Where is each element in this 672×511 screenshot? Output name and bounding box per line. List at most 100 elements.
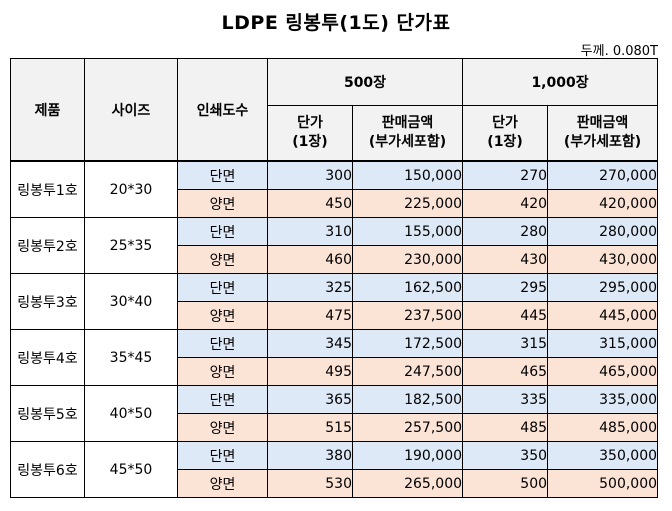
unit-price-1000: 280 xyxy=(462,217,549,246)
product-name: 링봉투6호 xyxy=(10,441,85,498)
unit-price-1000: 500 xyxy=(462,469,549,498)
product-size: 30*40 xyxy=(84,273,178,330)
header-unit-price-label: 단가 xyxy=(297,115,323,131)
sale-amount-1000: 500,000 xyxy=(547,469,659,498)
sale-amount-500: 172,500 xyxy=(351,329,464,358)
header-qty-1000: 1,000장 xyxy=(462,58,659,106)
product-name: 링봉투1호 xyxy=(10,160,85,218)
unit-price-500: 450 xyxy=(267,189,353,218)
sale-amount-500: 237,500 xyxy=(351,301,464,330)
sale-amount-500: 155,000 xyxy=(351,217,464,246)
header-unit-price-note: (1장) xyxy=(487,134,523,150)
product-name: 링봉투3호 xyxy=(10,273,85,330)
print-side: 양면 xyxy=(177,245,268,274)
sale-amount-1000: 420,000 xyxy=(547,189,659,218)
unit-price-500: 460 xyxy=(267,245,353,274)
unit-price-500: 345 xyxy=(267,329,353,358)
unit-price-500: 300 xyxy=(267,160,353,190)
table-row: 양면 450 225,000 420 420,000 xyxy=(11,189,659,218)
print-side: 양면 xyxy=(177,469,268,498)
product-name: 링봉투5호 xyxy=(10,385,85,442)
sale-amount-1000: 270,000 xyxy=(547,160,659,190)
unit-price-1000: 430 xyxy=(462,245,549,274)
print-side: 양면 xyxy=(177,189,268,218)
unit-price-1000: 465 xyxy=(462,357,549,386)
sale-amount-500: 247,500 xyxy=(351,357,464,386)
print-side: 단면 xyxy=(177,441,268,470)
unit-price-500: 495 xyxy=(267,357,353,386)
table-row: 링봉투4호 35*45 단면 345 172,500 315 315,000 xyxy=(10,329,659,386)
unit-price-1000: 420 xyxy=(462,189,549,218)
sale-amount-1000: 280,000 xyxy=(547,217,659,246)
header-unit-price-1000: 단가 (1장) xyxy=(462,105,549,162)
unit-price-500: 475 xyxy=(267,301,353,330)
product-name: 링봉투2호 xyxy=(10,217,85,274)
table-row: 양면 475 237,500 445 445,000 xyxy=(11,301,659,330)
table-row: 양면 515 257,500 485 485,000 xyxy=(11,413,659,442)
unit-price-1000: 295 xyxy=(462,273,549,302)
table-row: 양면 460 230,000 430 430,000 xyxy=(11,245,659,274)
sale-amount-500: 150,000 xyxy=(351,160,464,190)
print-side: 양면 xyxy=(177,301,268,330)
header-print-count: 인쇄도수 xyxy=(177,58,268,162)
header-unit-price-label: 단가 xyxy=(492,115,518,131)
print-side: 단면 xyxy=(177,329,268,358)
product-size: 35*45 xyxy=(84,329,178,386)
product-size: 20*30 xyxy=(84,160,178,218)
unit-price-1000: 445 xyxy=(462,301,549,330)
thickness-note: 두께. 0.080T xyxy=(580,44,658,59)
unit-price-500: 325 xyxy=(267,273,353,302)
print-side: 단면 xyxy=(177,385,268,414)
header-qty-500: 500장 xyxy=(266,58,464,106)
sale-amount-500: 230,000 xyxy=(351,245,464,274)
price-table: 제품 사이즈 인쇄도수 500장 1,000장 단가 (1장) 판매금액 (부가… xyxy=(10,58,659,498)
table-row: 양면 495 247,500 465 465,000 xyxy=(11,357,659,386)
table-row: 링봉투3호 30*40 단면 325 162,500 295 295,000 xyxy=(10,273,659,330)
header-size: 사이즈 xyxy=(84,58,178,162)
print-side: 단면 xyxy=(177,217,268,246)
sale-amount-500: 182,500 xyxy=(351,385,464,414)
unit-price-1000: 315 xyxy=(462,329,549,358)
table-row: 양면 530 265,000 500 500,000 xyxy=(11,469,659,498)
page-title: LDPE 링봉투(1도) 단가표 xyxy=(221,12,451,34)
table-body: 링봉투1호 20*30 단면 300 150,000 270 270,000 양면 450 225… xyxy=(10,160,659,498)
product-name: 링봉투4호 xyxy=(10,329,85,386)
table-header: 제품 사이즈 인쇄도수 500장 1,000장 단가 (1장) 판매금액 (부가… xyxy=(10,58,659,162)
unit-price-1000: 270 xyxy=(462,160,549,190)
unit-price-1000: 485 xyxy=(462,413,549,442)
print-side: 양면 xyxy=(177,413,268,442)
header-unit-price-note: (1장) xyxy=(292,134,328,150)
header-sale-amount-500: 판매금액 (부가세포함) xyxy=(351,105,464,162)
sale-amount-1000: 295,000 xyxy=(547,273,659,302)
sale-amount-500: 190,000 xyxy=(351,441,464,470)
unit-price-500: 530 xyxy=(267,469,353,498)
unit-price-1000: 350 xyxy=(462,441,549,470)
product-size: 45*50 xyxy=(84,441,178,498)
sale-amount-1000: 430,000 xyxy=(547,245,659,274)
header-sale-amount-1000: 판매금액 (부가세포함) xyxy=(547,105,659,162)
unit-price-500: 380 xyxy=(267,441,353,470)
sale-amount-1000: 335,000 xyxy=(547,385,659,414)
sale-amount-1000: 445,000 xyxy=(547,301,659,330)
table-row: 링봉투5호 40*50 단면 365 182,500 335 335,000 xyxy=(10,385,659,442)
print-side: 양면 xyxy=(177,357,268,386)
header-sale-amount-note: (부가세포함) xyxy=(368,134,447,150)
product-size: 40*50 xyxy=(84,385,178,442)
sale-amount-1000: 315,000 xyxy=(547,329,659,358)
sale-amount-500: 162,500 xyxy=(351,273,464,302)
sale-amount-500: 257,500 xyxy=(351,413,464,442)
unit-price-500: 310 xyxy=(267,217,353,246)
header-product: 제품 xyxy=(10,58,85,162)
sale-amount-1000: 465,000 xyxy=(547,357,659,386)
print-side: 단면 xyxy=(177,160,268,190)
product-size: 25*35 xyxy=(84,217,178,274)
table-row: 링봉투6호 45*50 단면 380 190,000 350 350,000 xyxy=(10,441,659,498)
table-row: 링봉투1호 20*30 단면 300 150,000 270 270,000 xyxy=(10,160,659,218)
sale-amount-1000: 350,000 xyxy=(547,441,659,470)
print-side: 단면 xyxy=(177,273,268,302)
sale-amount-1000: 485,000 xyxy=(547,413,659,442)
sale-amount-500: 225,000 xyxy=(351,189,464,218)
header-sale-amount-label: 판매금액 xyxy=(576,115,629,131)
unit-price-500: 515 xyxy=(267,413,353,442)
header-sale-amount-label: 판매금액 xyxy=(381,115,434,131)
